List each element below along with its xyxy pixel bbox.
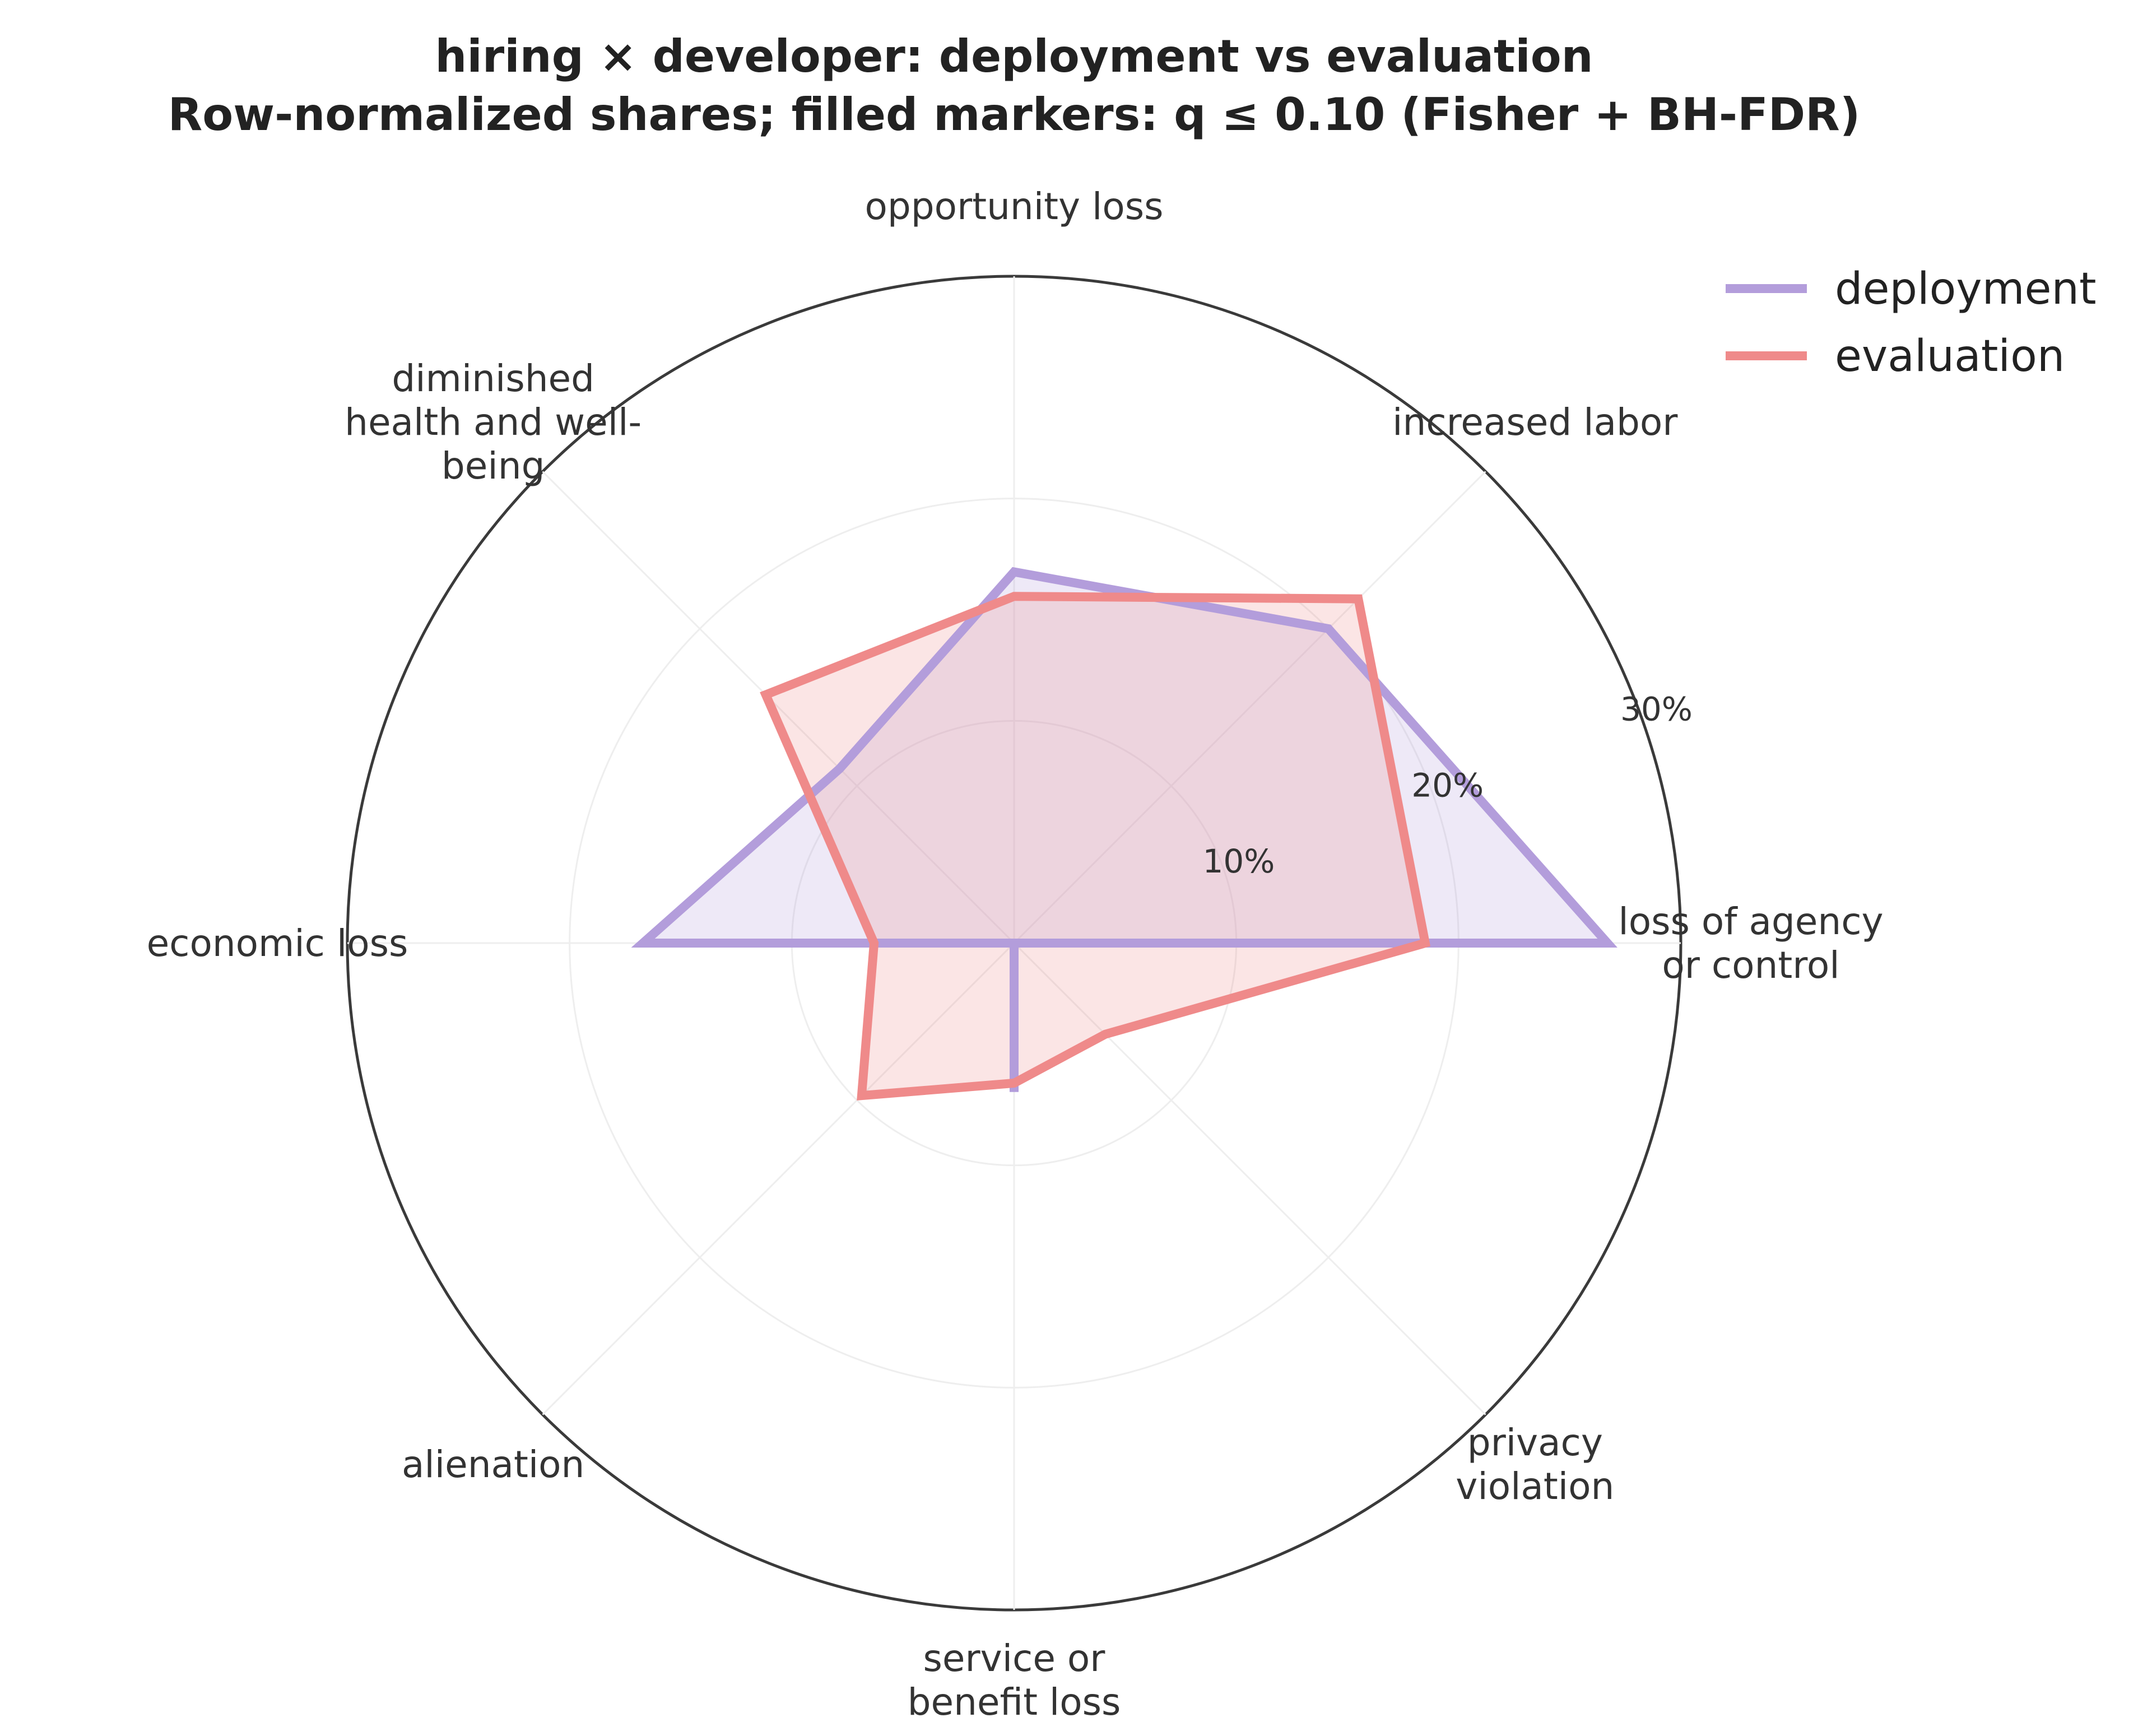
category-label-4: economic loss — [147, 922, 408, 965]
grid-spoke — [1013, 471, 1486, 944]
grid-spoke — [1013, 942, 1486, 1415]
category-label-6: service or benefit loss — [908, 1637, 1121, 1724]
series-line-deployment — [631, 567, 1618, 1092]
grid-spoke — [542, 942, 1015, 1415]
legend: deployment evaluation — [1726, 264, 2097, 382]
r-tick-label-30: 30% — [1620, 690, 1693, 728]
grid-spoke — [542, 471, 1015, 944]
category-label-3: diminished health and well-being — [345, 357, 642, 488]
series-line-evaluation — [760, 592, 1431, 1101]
category-label-1: increased labor — [1392, 401, 1678, 444]
chart-subtitle: Row-normalized shares; filled markers: q… — [168, 89, 1861, 141]
category-label-0: loss of agency or control — [1618, 900, 1883, 987]
r-tick-label-20: 20% — [1411, 766, 1484, 804]
legend-label-evaluation: evaluation — [1835, 331, 2065, 382]
category-label-2: opportunity loss — [865, 185, 1164, 228]
r-tick-label-10: 10% — [1202, 842, 1275, 880]
series-fill-evaluation — [765, 596, 1425, 1096]
chart-title: hiring × developer: deployment vs evalua… — [435, 30, 1593, 82]
series-fill-deployment — [643, 572, 1608, 1092]
category-label-7: privacy violation — [1456, 1421, 1614, 1508]
radar-series — [631, 567, 1618, 1101]
category-labels: loss of agency or control increased labor o… — [147, 185, 1884, 1724]
legend-label-deployment: deployment — [1835, 264, 2097, 314]
radial-tick-labels: 10% 20% 30% — [1202, 690, 1692, 880]
category-label-5: alienation — [402, 1443, 584, 1486]
